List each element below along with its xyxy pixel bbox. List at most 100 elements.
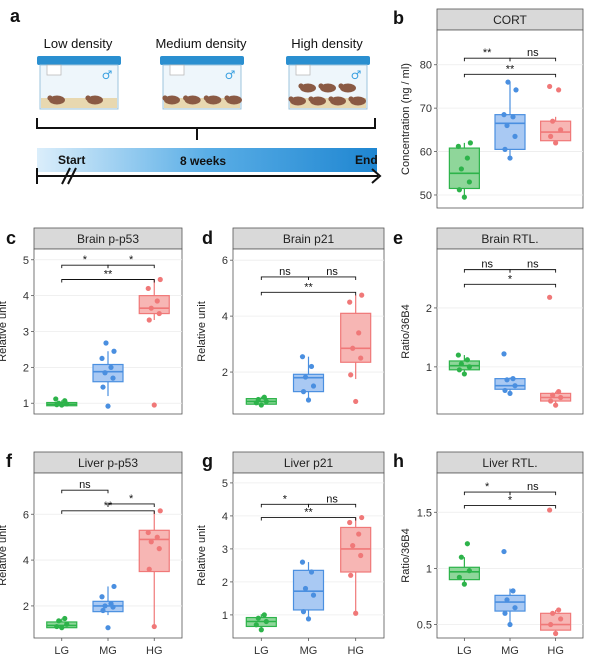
data-point-MG bbox=[504, 377, 510, 383]
y-tick-label: 4 bbox=[23, 555, 29, 567]
data-point-LG bbox=[456, 367, 462, 373]
chart-title: Liver p-p53 bbox=[78, 456, 138, 470]
significance-bracket bbox=[509, 491, 557, 496]
y-axis-label: Relative unit bbox=[196, 301, 208, 362]
y-tick-label: 3 bbox=[23, 327, 29, 339]
data-point-MG bbox=[512, 133, 518, 139]
significance-bracket bbox=[463, 505, 557, 509]
y-tick-label: 4 bbox=[222, 511, 228, 523]
data-point-LG bbox=[255, 615, 261, 621]
box-LG bbox=[448, 147, 480, 190]
significance-label: ** bbox=[104, 500, 113, 512]
y-tick-label: 5 bbox=[23, 255, 29, 267]
significance-label: ns bbox=[326, 493, 338, 505]
data-point-HG bbox=[156, 546, 162, 552]
data-point-LG bbox=[54, 623, 60, 630]
data-point-MG bbox=[300, 609, 307, 615]
panel-d-chart: d Brain p21 2 4 6 Relative unit ns ns ** bbox=[196, 227, 385, 415]
cage-bedding bbox=[164, 98, 240, 108]
y-tick-label: 50 bbox=[420, 190, 432, 202]
mouse-head bbox=[183, 95, 189, 101]
timeline-bar bbox=[37, 148, 377, 172]
data-point-MG bbox=[507, 390, 513, 396]
mouse-icon bbox=[340, 83, 356, 93]
data-point-LG bbox=[455, 352, 461, 358]
data-point-LG bbox=[53, 396, 59, 402]
y-tick-label: 2 bbox=[222, 367, 228, 379]
data-point-MG bbox=[510, 114, 516, 120]
y-tick-label: 5 bbox=[222, 478, 228, 490]
y-tick-label: 0.5 bbox=[417, 620, 432, 632]
panel-letter-h: h bbox=[393, 451, 404, 471]
data-point-LG bbox=[456, 187, 462, 193]
data-point-HG bbox=[356, 330, 362, 336]
significance-bracket bbox=[509, 269, 557, 273]
data-point-HG bbox=[547, 507, 553, 513]
data-point-MG bbox=[299, 559, 306, 565]
mouse-icon bbox=[184, 95, 201, 105]
cage-bracket bbox=[36, 118, 376, 129]
panel-e-chart: e Brain RTL. 1 2 Ratio/36B4 ns ns * bbox=[393, 227, 584, 415]
cage-lid bbox=[37, 56, 121, 65]
box-HG bbox=[540, 612, 572, 631]
data-point-MG bbox=[510, 376, 516, 382]
significance-bracket bbox=[61, 489, 109, 494]
data-point-MG bbox=[299, 354, 306, 360]
data-point-HG bbox=[148, 305, 154, 311]
data-point-LG bbox=[253, 622, 259, 628]
panel-b-chart: b CORT 50 60 70 80 Concentration (ng / ml) ** ns… bbox=[393, 8, 584, 209]
data-point-HG bbox=[157, 276, 163, 283]
mouse-head bbox=[338, 83, 344, 89]
data-point-HG bbox=[151, 623, 157, 630]
data-point-MG bbox=[99, 355, 105, 362]
x-tick-label: HG bbox=[347, 645, 364, 657]
data-point-HG bbox=[154, 534, 160, 540]
panel-letter-f: f bbox=[6, 451, 13, 471]
data-point-MG bbox=[305, 397, 312, 403]
data-point-MG bbox=[507, 155, 513, 161]
y-axis-label: Relative unit bbox=[0, 525, 9, 586]
data-point-MG bbox=[512, 605, 518, 611]
box-HG bbox=[340, 526, 372, 573]
data-point-HG bbox=[348, 572, 354, 578]
data-point-MG bbox=[300, 389, 307, 395]
data-point-HG bbox=[145, 529, 151, 536]
data-point-HG bbox=[348, 372, 354, 378]
cage-label: Medium density bbox=[155, 36, 247, 51]
cage-bedding bbox=[41, 98, 117, 108]
mouse-icon bbox=[290, 96, 306, 106]
data-point-HG bbox=[558, 127, 564, 133]
y-tick-label: 2 bbox=[23, 601, 29, 613]
data-point-MG bbox=[308, 569, 315, 575]
data-point-MG bbox=[501, 112, 507, 118]
mouse-icon bbox=[49, 95, 65, 105]
data-point-LG bbox=[458, 554, 464, 560]
data-point-MG bbox=[512, 383, 518, 389]
y-axis-label: Relative unit bbox=[196, 525, 208, 586]
significance-bracket bbox=[61, 279, 155, 283]
data-point-HG bbox=[558, 394, 564, 401]
data-point-MG bbox=[102, 603, 108, 609]
box-MG bbox=[494, 594, 526, 612]
y-tick-label: 1.5 bbox=[417, 507, 432, 519]
cage-label: High density bbox=[291, 36, 363, 51]
significance-label: ns bbox=[481, 259, 493, 271]
data-point-LG bbox=[56, 400, 62, 406]
significance-label: * bbox=[129, 254, 134, 266]
y-axis-label: Ratio/36B4 bbox=[400, 528, 412, 582]
data-point-LG bbox=[467, 140, 473, 146]
data-point-MG bbox=[505, 79, 511, 85]
y-tick-label: 2 bbox=[222, 577, 228, 589]
significance-label: ** bbox=[304, 281, 313, 293]
data-point-HG bbox=[156, 310, 162, 317]
data-point-HG bbox=[350, 345, 356, 351]
significance-bracket bbox=[61, 510, 155, 514]
data-point-LG bbox=[263, 398, 269, 405]
data-point-LG bbox=[464, 541, 470, 547]
cage-0: Low density ♂ bbox=[37, 36, 121, 110]
panel-g-chart: g Liver p21 1 2 3 4 5 Relative unit * ns ** LG MG HG bbox=[196, 451, 385, 657]
data-point-MG bbox=[305, 616, 312, 622]
y-tick-label: 60 bbox=[420, 147, 432, 159]
data-point-HG bbox=[550, 118, 556, 124]
